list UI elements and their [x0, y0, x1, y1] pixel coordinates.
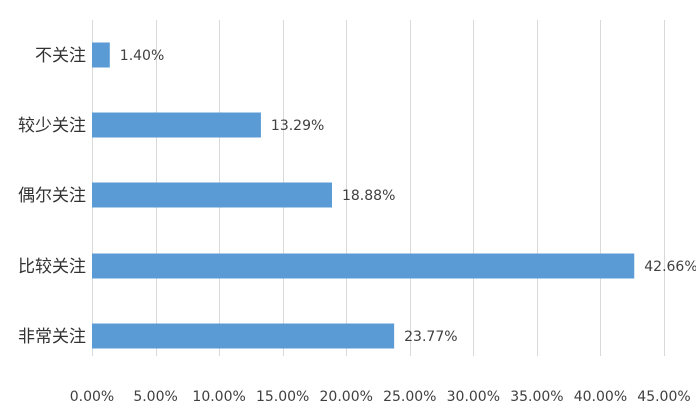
category-label: 比较关注 — [18, 257, 86, 277]
x-tick-label: 10.00% — [192, 389, 245, 405]
x-tick-label: 30.00% — [447, 389, 500, 405]
x-tick-label: 5.00% — [133, 389, 177, 405]
category-label: 较少关注 — [18, 116, 86, 136]
bar — [92, 182, 332, 208]
x-tick-label: 20.00% — [320, 389, 373, 405]
data-label: 1.40% — [120, 48, 164, 64]
data-label: 23.77% — [404, 329, 457, 345]
data-label: 18.88% — [342, 188, 395, 204]
bar — [92, 323, 395, 349]
x-tick-label: 15.00% — [256, 389, 309, 405]
data-labels: 1.40% 13.29% 18.88% 42.66% 23.77% — [120, 48, 696, 345]
bar — [92, 112, 261, 138]
bar — [92, 253, 635, 279]
data-label: 13.29% — [271, 118, 324, 134]
bars — [92, 42, 635, 349]
x-tick-label: 40.00% — [574, 389, 627, 405]
x-tick-label: 35.00% — [510, 389, 563, 405]
category-label: 非常关注 — [18, 327, 86, 347]
grid-lines — [92, 20, 665, 356]
x-tick-labels: 0.00% 5.00% 10.00% 15.00% 20.00% 25.00% 30.00%… — [70, 389, 691, 405]
x-tick-label: 25.00% — [383, 389, 436, 405]
data-label: 42.66% — [644, 259, 696, 275]
x-tick-label: 45.00% — [637, 389, 690, 405]
bar — [92, 42, 110, 68]
x-tick-label: 0.00% — [70, 389, 114, 405]
category-label: 不关注 — [35, 46, 86, 66]
category-label: 偶尔关注 — [18, 186, 86, 206]
